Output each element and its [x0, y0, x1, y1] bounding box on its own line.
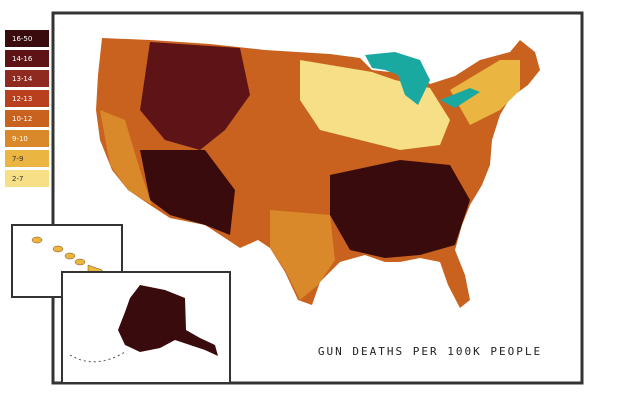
legend-label: 10-12: [12, 115, 32, 123]
legend-label: 7-9: [12, 155, 23, 163]
map-title: GUN DEATHS PER 100K PEOPLE: [318, 345, 542, 358]
legend-label: 2-7: [12, 175, 23, 183]
region: [100, 110, 152, 205]
legend-label: 16-50: [12, 35, 32, 43]
region: [300, 60, 450, 150]
legend-swatch: [5, 130, 49, 147]
great-lakes: [365, 52, 430, 105]
region: [450, 60, 520, 125]
legend-label: 13-14: [12, 75, 33, 83]
legend-swatch: [5, 30, 49, 47]
alaska: [118, 285, 218, 356]
great-lakes: [440, 88, 480, 108]
legend-swatch: [5, 50, 49, 67]
legend-label: 14-16: [12, 55, 33, 63]
region: [330, 160, 470, 258]
legend-swatch: [5, 170, 49, 187]
legend: 16-50 14-16 13-14 12-13 10-12 9-10 7-9 2-7: [5, 30, 49, 187]
legend-swatch: [5, 110, 49, 127]
legend-swatch: [5, 70, 49, 87]
region: [270, 210, 335, 300]
legend-swatch: [5, 90, 49, 107]
legend-label: 9-10: [12, 135, 28, 143]
region: [140, 42, 250, 150]
legend-label: 12-13: [12, 95, 32, 103]
region: [140, 150, 235, 235]
legend-swatch: [5, 150, 49, 167]
